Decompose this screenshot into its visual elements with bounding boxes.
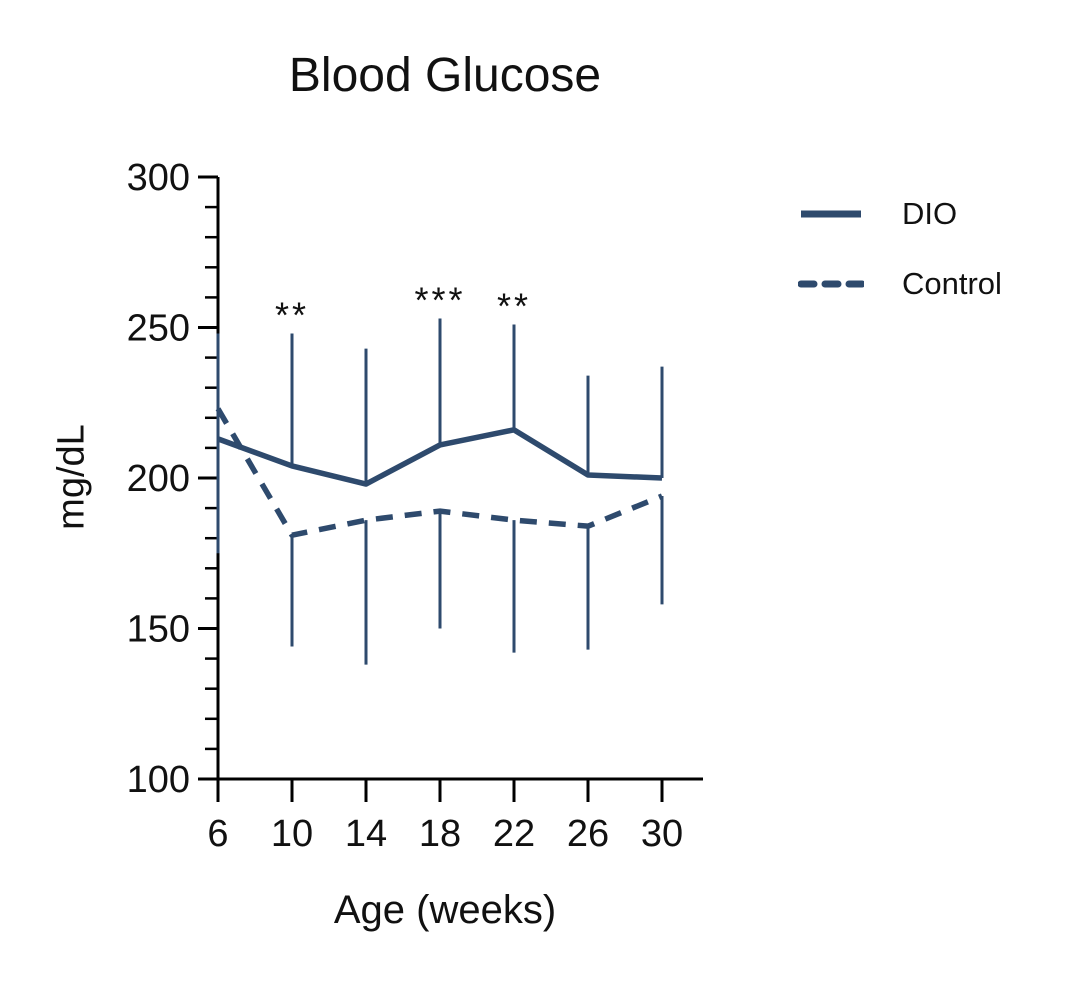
y-tick-label: 150 xyxy=(127,609,190,651)
legend-item-control: Control xyxy=(798,264,1002,304)
y-tick-label: 250 xyxy=(127,308,190,350)
x-axis-title: Age (weeks) xyxy=(333,888,557,932)
x-tick-marks xyxy=(216,779,664,802)
y-tick-label: 300 xyxy=(127,157,190,199)
control-error-bars xyxy=(216,408,664,665)
dio-error-bars xyxy=(216,318,664,485)
significance-label: ** xyxy=(275,295,309,336)
x-tick-label: 22 xyxy=(493,813,535,855)
dio-polyline xyxy=(217,427,663,487)
dio-line-swatch-icon xyxy=(801,210,861,218)
legend-label-dio: DIO xyxy=(902,196,958,231)
legend-label-control: Control xyxy=(902,266,1002,301)
y-tick-label: 200 xyxy=(127,458,190,500)
x-tick-label: 14 xyxy=(345,813,387,855)
significance-label: *** xyxy=(414,279,465,320)
y-tick-labels: 100 150 200 250 300 xyxy=(127,157,190,801)
x-tick-labels: 6 10 14 18 22 26 30 xyxy=(207,813,683,855)
legend: DIO Control xyxy=(798,194,1002,334)
x-tick-label: 6 xyxy=(207,813,228,855)
control-series-line xyxy=(215,407,664,538)
y-tick-label: 100 xyxy=(127,759,190,801)
significance-label: ** xyxy=(497,285,531,326)
x-tick-label: 26 xyxy=(567,813,609,855)
y-tick-marks xyxy=(198,175,218,781)
x-tick-label: 30 xyxy=(641,813,683,855)
x-tick-label: 18 xyxy=(419,813,461,855)
control-polyline xyxy=(215,407,664,538)
control-dashed-swatch-icon xyxy=(798,280,864,288)
legend-item-dio: DIO xyxy=(798,194,1002,234)
x-tick-label: 10 xyxy=(271,813,313,855)
dio-series-line xyxy=(217,427,663,487)
significance-markers: ** *** ** xyxy=(275,279,531,336)
chart-title: Blood Glucose xyxy=(288,49,602,102)
